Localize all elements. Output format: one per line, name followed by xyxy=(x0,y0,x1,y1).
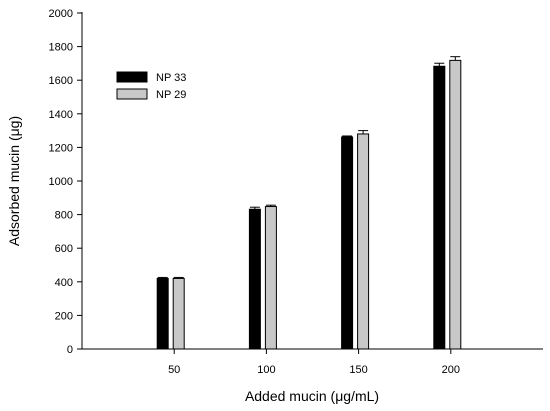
bar-series xyxy=(156,59,462,350)
y-axis-title: Adsorbed mucin (μg) xyxy=(6,116,22,246)
y-tick-label: 1800 xyxy=(49,42,73,54)
x-tick-label: 150 xyxy=(349,364,367,376)
y-axis-ticks: 0 200 400 600 800 1000 1200 1400 1600 1800 2000 xyxy=(49,8,82,356)
legend-swatch-np29 xyxy=(116,88,148,100)
y-tick-label: 200 xyxy=(55,310,73,322)
error-bars xyxy=(157,56,461,279)
bar xyxy=(449,59,462,350)
x-axis-ticks: 50 100 150 200 xyxy=(168,349,460,376)
y-tick-label: 1600 xyxy=(49,75,73,87)
bar xyxy=(433,65,446,350)
x-tick-label: 100 xyxy=(257,364,275,376)
legend-label-np33: NP 33 xyxy=(156,72,186,84)
x-tick-label: 200 xyxy=(442,364,460,376)
y-tick-label: 0 xyxy=(67,344,73,356)
bar xyxy=(341,136,354,350)
x-axis-title: Added mucin (μg/mL) xyxy=(245,388,379,404)
bar xyxy=(248,208,261,350)
y-tick-label: 600 xyxy=(55,243,73,255)
legend-swatch-np33 xyxy=(116,71,148,83)
y-tick-label: 1400 xyxy=(49,109,73,121)
y-tick-label: 400 xyxy=(55,277,73,289)
bar xyxy=(172,277,185,350)
y-tick-label: 1000 xyxy=(49,176,73,188)
bar xyxy=(357,133,370,350)
y-tick-label: 1200 xyxy=(49,142,73,154)
bar xyxy=(264,206,277,350)
bar xyxy=(156,277,169,350)
x-tick-label: 50 xyxy=(168,364,180,376)
y-tick-label: 2000 xyxy=(49,8,73,20)
legend: NP 33 NP 29 xyxy=(116,71,186,101)
y-tick-label: 800 xyxy=(55,210,73,222)
legend-label-np29: NP 29 xyxy=(156,89,186,101)
